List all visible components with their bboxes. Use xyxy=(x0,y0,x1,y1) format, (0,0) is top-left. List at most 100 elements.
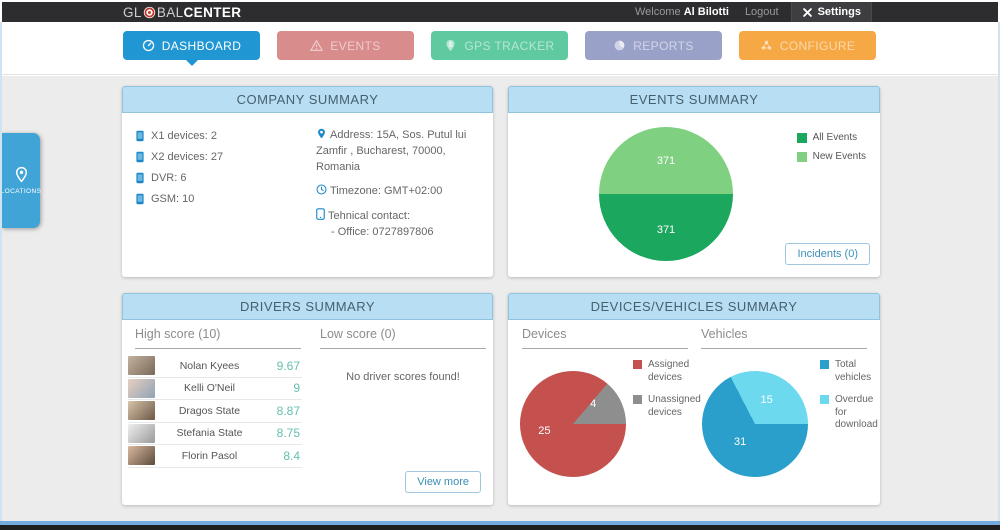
main-nav: DASHBOARD EVENTS GPS TRACKER REPORTS xyxy=(2,22,998,75)
legend-item: New Events xyxy=(796,151,866,162)
driver-avatar xyxy=(128,401,155,421)
driver-name: Florin Pasol xyxy=(181,449,238,462)
username: Al Bilotti xyxy=(683,6,729,18)
driver-avatar xyxy=(128,446,155,466)
phone-device-icon xyxy=(136,193,144,205)
incidents-button[interactable]: Incidents (0) xyxy=(785,243,870,265)
driver-row[interactable]: Stefania State 8.75 xyxy=(128,423,302,445)
no-scores-message: No driver scores found! xyxy=(346,371,460,383)
driver-row[interactable]: Nolan Kyees 9.67 xyxy=(128,355,302,378)
drivers-summary-panel: DRIVERS SUMMARY High score (10) Low scor… xyxy=(122,293,493,505)
legend-label: Assigned devices xyxy=(648,359,690,383)
driver-row[interactable]: Dragos State 8.87 xyxy=(128,400,302,423)
locations-tab-label: LOCATIONS xyxy=(0,188,42,195)
events-summary-title: EVENTS SUMMARY xyxy=(508,86,880,113)
legend-swatch xyxy=(796,152,807,162)
device-count-item: X1 devices: 2 xyxy=(136,130,223,142)
nodes-icon xyxy=(761,40,772,50)
phone-device-icon xyxy=(136,172,144,184)
nav-tab-dashboard[interactable]: DASHBOARD xyxy=(123,31,260,66)
address-text: Address: 15A, Sos. Putul lui Zamfir , Bu… xyxy=(316,129,467,173)
devices-legend: Assigned devices Unassigned devices xyxy=(633,359,701,429)
devices-pie-chart: 25 4 xyxy=(520,371,626,477)
app-logo: GL BAL CENTER xyxy=(123,5,241,20)
window-border-left xyxy=(0,22,2,522)
settings-label: Settings xyxy=(817,6,861,18)
driver-name: Dragos State xyxy=(178,404,241,417)
driver-row[interactable]: Kelli O'Neil 9 xyxy=(128,378,302,400)
legend-swatch xyxy=(633,395,642,404)
driver-name: Stefania State xyxy=(176,427,243,440)
pie-value-new-events: 371 xyxy=(656,154,676,167)
nav-label: CONFIGURE xyxy=(779,38,856,53)
device-count-text: DVR: 6 xyxy=(151,172,187,184)
company-summary-panel: COMPANY SUMMARY X1 devices: 2 X2 devices… xyxy=(122,86,493,277)
nav-label: GPS TRACKER xyxy=(464,38,555,53)
nav-label: REPORTS xyxy=(633,38,694,53)
high-score-header: High score (10) xyxy=(135,327,301,349)
pie-value-total-vehicles: 31 xyxy=(734,436,747,449)
bullseye-icon xyxy=(143,6,155,18)
vehicles-header: Vehicles xyxy=(701,327,867,349)
legend-item: All Events xyxy=(796,132,866,143)
nav-tab-configure[interactable]: CONFIGURE xyxy=(739,31,876,60)
nav-tab-reports[interactable]: REPORTS xyxy=(585,31,722,60)
driver-score: 8.75 xyxy=(276,426,300,441)
device-count-item: GSM: 10 xyxy=(136,193,223,205)
nav-label: DASHBOARD xyxy=(161,38,242,53)
legend-label: New Events xyxy=(812,151,866,162)
phone-device-icon xyxy=(136,151,144,163)
vehicles-pie-chart: 31 15 xyxy=(702,371,808,477)
locations-tab[interactable]: LOCATIONS xyxy=(0,133,42,228)
settings-button[interactable]: Settings xyxy=(790,2,872,22)
device-count-text: GSM: 10 xyxy=(151,193,195,205)
legend-swatch xyxy=(633,360,642,369)
person-pin-icon xyxy=(446,39,455,52)
phone-device-icon xyxy=(136,130,144,142)
nav-label: EVENTS xyxy=(330,38,381,53)
view-more-button[interactable]: View more xyxy=(405,471,481,493)
logo-text-bal: BAL xyxy=(156,4,184,20)
legend-swatch xyxy=(820,360,829,369)
legend-label: All Events xyxy=(812,132,858,143)
timezone-text: Timezone: GMT+02:00 xyxy=(330,184,443,197)
pie-value-overdue: 15 xyxy=(760,393,773,406)
drivers-summary-title: DRIVERS SUMMARY xyxy=(122,293,493,320)
device-count-text: X1 devices: 2 xyxy=(151,130,218,142)
logout-link[interactable]: Logout xyxy=(744,6,779,18)
legend-label: Overdue for download xyxy=(835,394,878,430)
pie-value-assigned: 25 xyxy=(538,425,551,438)
driver-score: 8.87 xyxy=(276,403,300,418)
low-score-header: Low score (0) xyxy=(320,327,486,349)
map-pin-icon xyxy=(15,166,27,183)
legend-swatch xyxy=(820,395,829,404)
events-summary-panel: EVENTS SUMMARY 371 371 All Events New Ev… xyxy=(508,86,880,277)
window-border-right xyxy=(998,22,1000,522)
tools-icon xyxy=(802,7,812,17)
dashboard-gauge-icon xyxy=(142,39,154,52)
devices-vehicles-title: DEVICES/VEHICLES SUMMARY xyxy=(508,293,880,320)
legend-item: Unassigned devices xyxy=(633,394,701,419)
logo-text-center: CENTER xyxy=(183,4,242,20)
top-bar: GL BAL CENTER Welcome Al Bilotti Logout … xyxy=(2,2,998,22)
warning-triangle-icon xyxy=(310,40,324,51)
driver-score-list: Nolan Kyees 9.67 Kelli O'Neil 9 Dragos S… xyxy=(128,355,302,468)
driver-row[interactable]: Florin Pasol 8.4 xyxy=(128,445,302,468)
device-count-text: X2 devices: 27 xyxy=(151,151,224,163)
events-pie-chart: 371 371 xyxy=(599,127,733,261)
taskbar-strip xyxy=(0,525,1000,530)
company-info: Address: 15A, Sos. Putul lui Zamfir , Bu… xyxy=(316,128,488,249)
contact-title: Tehnical contact: xyxy=(328,209,410,222)
vehicles-legend: Total vehicles Overdue for download xyxy=(820,359,882,442)
nav-tab-events[interactable]: EVENTS xyxy=(277,31,414,60)
driver-avatar xyxy=(128,423,155,443)
logo-text-gl: GL xyxy=(123,4,142,20)
mobile-icon xyxy=(316,207,325,220)
driver-score: 9 xyxy=(293,381,300,396)
legend-label: Total vehicles xyxy=(835,359,872,383)
company-summary-title: COMPANY SUMMARY xyxy=(122,86,493,113)
events-legend: All Events New Events xyxy=(796,132,866,170)
pie-value-unassigned: 4 xyxy=(590,397,597,410)
driver-score: 8.4 xyxy=(283,448,300,463)
nav-tab-gps-tracker[interactable]: GPS TRACKER xyxy=(431,31,568,60)
